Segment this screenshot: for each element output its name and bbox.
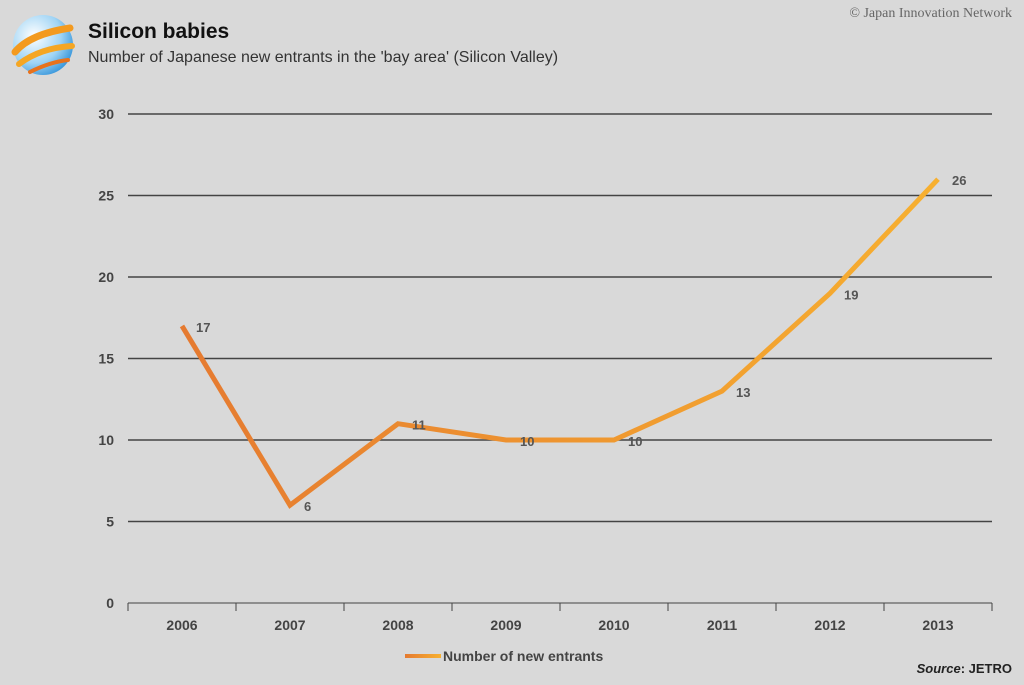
x-tick-label: 2013 (922, 617, 953, 633)
source-label: Source (916, 661, 961, 676)
copyright-notice: © Japan Innovation Network (849, 6, 1012, 21)
x-tick-label: 2006 (166, 617, 197, 633)
data-label: 10 (628, 434, 642, 449)
y-tick-label: 10 (98, 432, 114, 448)
data-label: 10 (520, 434, 534, 449)
x-tick-label: 2007 (274, 617, 305, 633)
y-tick-label: 30 (98, 106, 114, 122)
brand-logo-icon (11, 15, 75, 75)
series-line (179, 177, 940, 509)
x-tick-label: 2009 (490, 617, 521, 633)
data-label: 6 (304, 499, 311, 514)
data-label: 26 (952, 173, 966, 188)
y-tick-label: 5 (106, 514, 114, 530)
x-tick-label: 2012 (814, 617, 845, 633)
y-tick-label: 15 (98, 351, 114, 367)
y-tick-label: 25 (98, 188, 114, 204)
legend-label: Number of new entrants (443, 648, 604, 664)
data-label: 11 (412, 418, 426, 433)
y-tick-label: 0 (106, 595, 114, 611)
chart-title: Silicon babies (88, 20, 230, 43)
legend-swatch (405, 654, 441, 658)
y-tick-label: 20 (98, 269, 114, 285)
chart-subtitle: Number of Japanese new entrants in the '… (88, 49, 559, 66)
data-label: 17 (196, 320, 210, 335)
legend: Number of new entrants (405, 648, 603, 664)
x-tick-label: 2010 (598, 617, 629, 633)
source-value: JETRO (965, 661, 1012, 676)
x-tick-label: 2008 (382, 617, 413, 633)
x-tick-label: 2011 (707, 617, 738, 633)
data-label: 19 (844, 287, 858, 302)
source-note: Source: JETRO (917, 661, 1012, 676)
source-separator: : (960, 661, 966, 676)
data-label: 13 (736, 385, 750, 400)
